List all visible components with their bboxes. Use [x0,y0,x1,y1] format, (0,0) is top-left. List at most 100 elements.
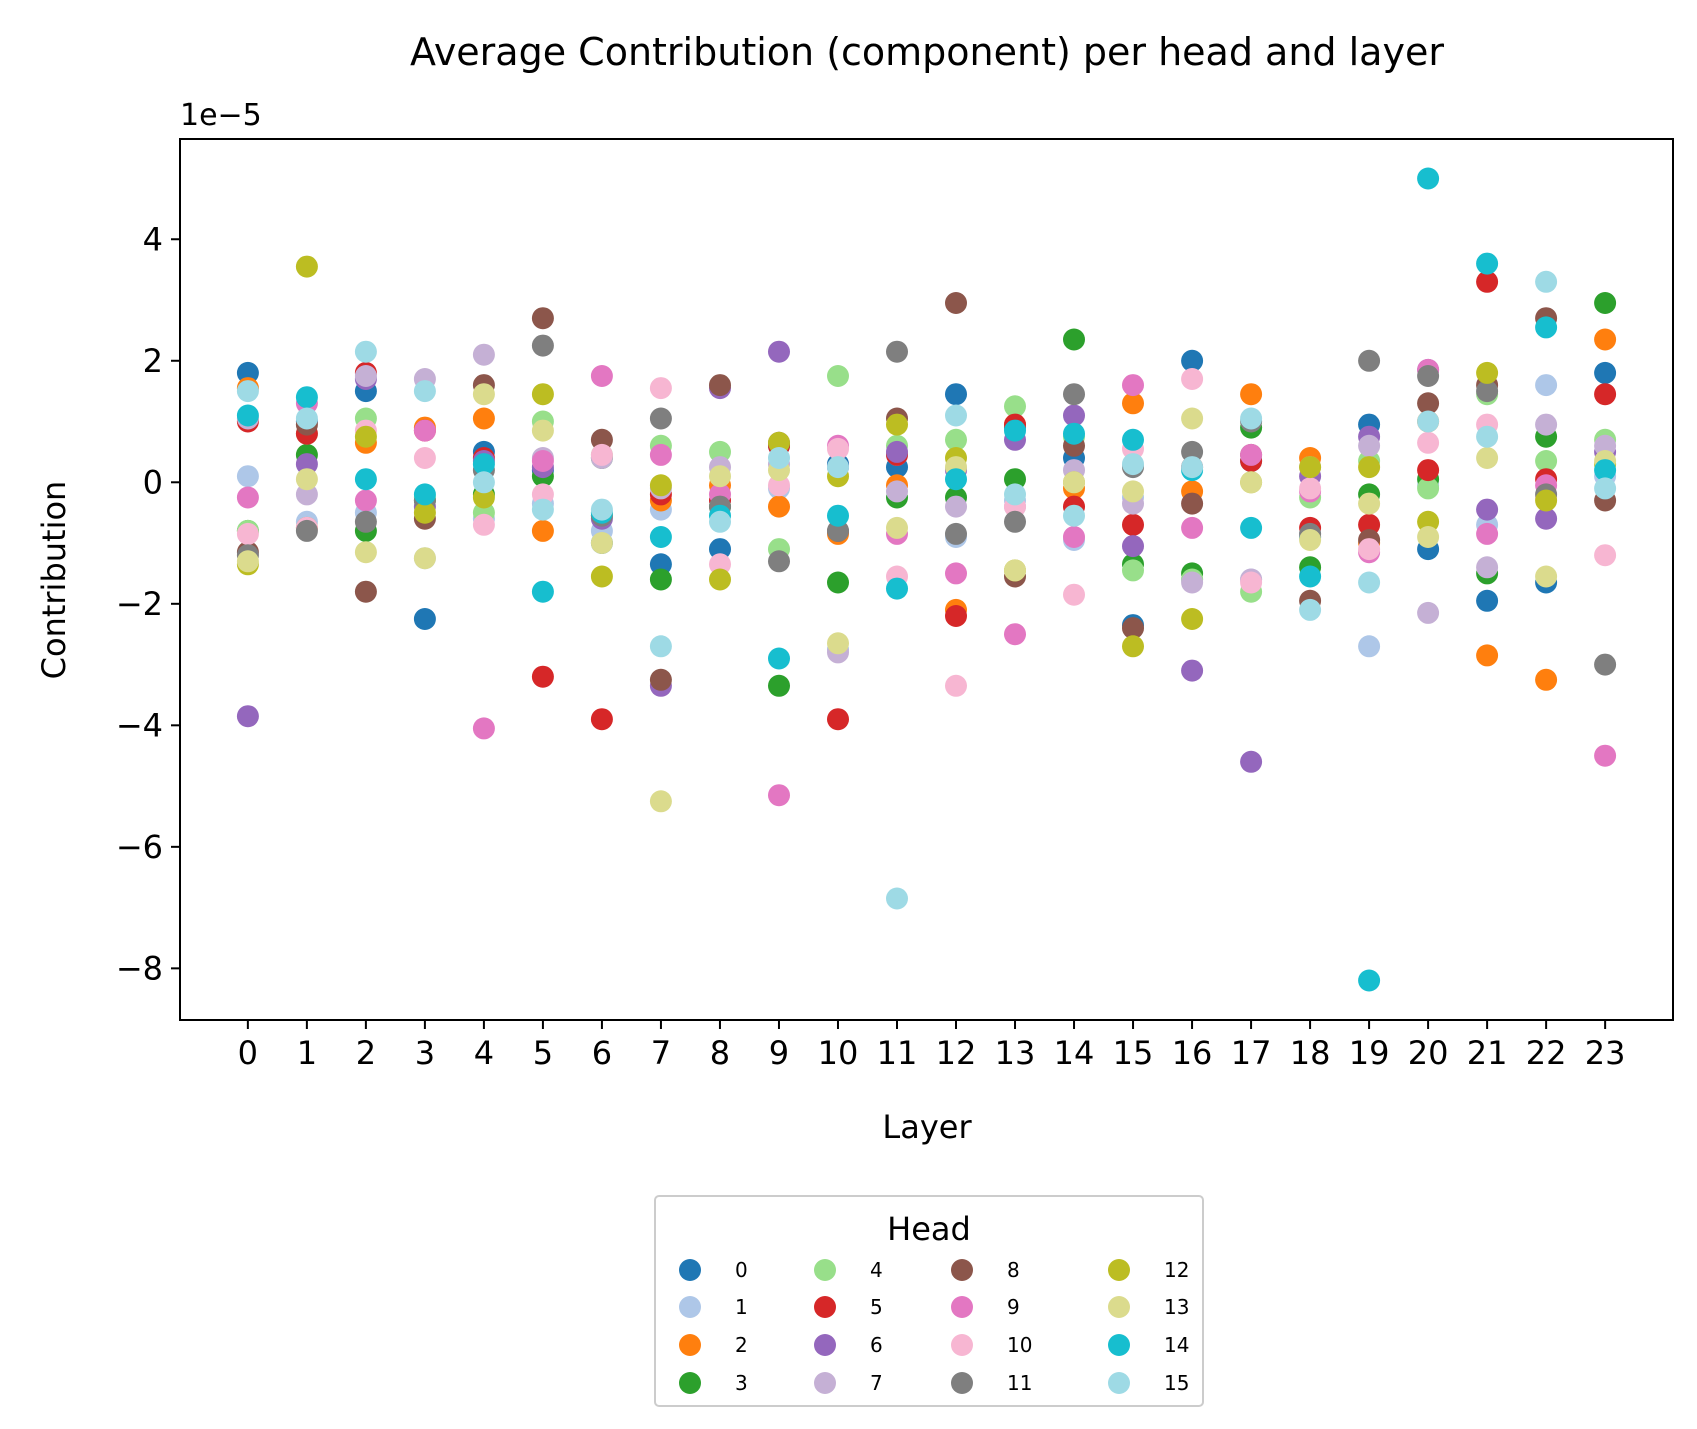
legend-label: 12 [1164,1258,1189,1282]
y-tick-label: −4 [116,706,163,744]
point-head-12-layer-22 [1535,489,1558,512]
point-head-10-layer-10 [827,437,849,460]
legend-marker [1108,1296,1130,1318]
legend-item-head-11: 11 [951,1371,1032,1395]
point-head-0-layer-8 [709,538,731,561]
point-head-10-layer-12 [945,674,967,697]
point-head-4-layer-10 [827,365,849,387]
point-head-15-layer-10 [827,456,849,479]
point-head-5-layer-12 [945,605,967,627]
point-head-15-layer-15 [1122,453,1144,476]
point-head-10-layer-7 [649,377,672,400]
point-head-11-layer-10 [827,519,849,542]
point-head-12-layer-18 [1299,456,1322,479]
legend-label: 2 [735,1333,748,1357]
point-head-2-layer-5 [531,519,554,542]
point-head-10-layer-19 [1358,538,1381,561]
point-head-8-layer-8 [709,374,731,397]
point-head-5-layer-10 [827,708,849,731]
legend-marker [951,1259,973,1281]
x-tick-label: 2 [356,1034,376,1072]
point-head-12-layer-2 [354,425,377,448]
legend-marker [814,1372,836,1394]
point-head-11-layer-21 [1476,380,1499,403]
point-head-9-layer-2 [354,489,377,512]
point-head-15-layer-19 [1358,571,1381,594]
x-tick-label: 4 [474,1034,494,1072]
legend-item-head-12: 12 [1108,1258,1189,1282]
point-head-15-layer-2 [354,340,377,363]
point-head-11-layer-2 [354,510,377,533]
point-head-15-layer-0 [236,380,259,403]
point-head-6-layer-21 [1476,498,1499,521]
point-head-13-layer-0 [236,550,259,573]
point-head-12-layer-7 [649,474,672,497]
point-head-9-layer-6 [590,365,613,387]
point-head-13-layer-15 [1122,480,1144,503]
point-head-0-layer-3 [413,608,436,630]
legend-label: 0 [735,1258,748,1282]
point-head-14-layer-12 [945,468,967,491]
point-head-11-layer-23 [1594,653,1617,676]
legend-item-head-13: 13 [1108,1295,1189,1319]
point-head-0-layer-16 [1181,349,1204,372]
point-head-6-layer-1 [295,453,318,476]
point-head-13-layer-18 [1299,529,1322,551]
x-tick-label: 14 [1054,1034,1095,1072]
point-head-14-layer-22 [1535,316,1558,339]
point-head-14-layer-23 [1594,459,1617,482]
point-head-15-layer-16 [1181,456,1204,479]
legend-marker [951,1334,973,1356]
data-points [236,167,1617,992]
legend-label: 15 [1164,1371,1189,1395]
point-head-6-layer-9 [768,340,790,363]
point-head-14-layer-20 [1417,167,1440,190]
point-head-12-layer-5 [531,383,554,406]
point-head-13-layer-3 [413,547,436,570]
legend-label: 3 [735,1371,748,1395]
point-head-5-layer-21 [1476,270,1499,293]
x-tick-label: 23 [1585,1034,1626,1072]
point-head-15-layer-20 [1417,410,1440,433]
point-head-7-layer-11 [886,480,908,503]
point-head-13-layer-16 [1181,407,1204,430]
point-head-12-layer-21 [1476,361,1499,384]
point-head-9-layer-23 [1594,744,1617,767]
y-tick-label: 0 [143,463,163,501]
point-head-14-layer-0 [236,404,259,427]
legend-label: 9 [1007,1295,1020,1319]
point-head-11-layer-14 [1063,383,1085,406]
chart-title: Average Contribution (component) per hea… [410,30,1444,74]
point-head-14-layer-17 [1240,516,1263,539]
point-head-0-layer-7 [649,553,672,576]
point-head-2-layer-21 [1476,644,1499,667]
point-head-5-layer-23 [1594,383,1617,406]
point-head-15-layer-8 [709,510,731,533]
legend-label: 14 [1164,1333,1189,1357]
point-head-9-layer-4 [472,717,495,740]
y-tick-label: −6 [116,828,163,866]
point-head-4-layer-13 [1004,395,1026,418]
x-tick-label: 22 [1526,1034,1567,1072]
legend-item-head-15: 15 [1108,1371,1189,1395]
point-head-10-layer-6 [590,443,613,466]
point-head-10-layer-18 [1299,477,1322,500]
point-head-4-layer-12 [945,428,967,451]
point-head-9-layer-17 [1240,443,1263,466]
point-head-14-layer-19 [1358,969,1381,992]
point-head-6-layer-16 [1181,659,1204,682]
point-head-10-layer-5 [531,483,554,506]
x-tick-label: 10 [818,1034,859,1072]
x-tick-label: 3 [415,1034,435,1072]
point-head-12-layer-6 [590,565,613,588]
point-head-9-layer-14 [1063,526,1085,548]
point-head-9-layer-7 [649,443,672,466]
point-head-1-layer-22 [1535,374,1558,397]
point-head-7-layer-23 [1594,434,1617,457]
point-head-10-layer-17 [1240,571,1263,594]
point-head-11-layer-7 [649,407,672,430]
point-head-9-layer-3 [413,419,436,442]
point-head-12-layer-8 [709,568,731,591]
point-head-0-layer-0 [236,361,259,384]
point-head-11-layer-5 [531,334,554,357]
